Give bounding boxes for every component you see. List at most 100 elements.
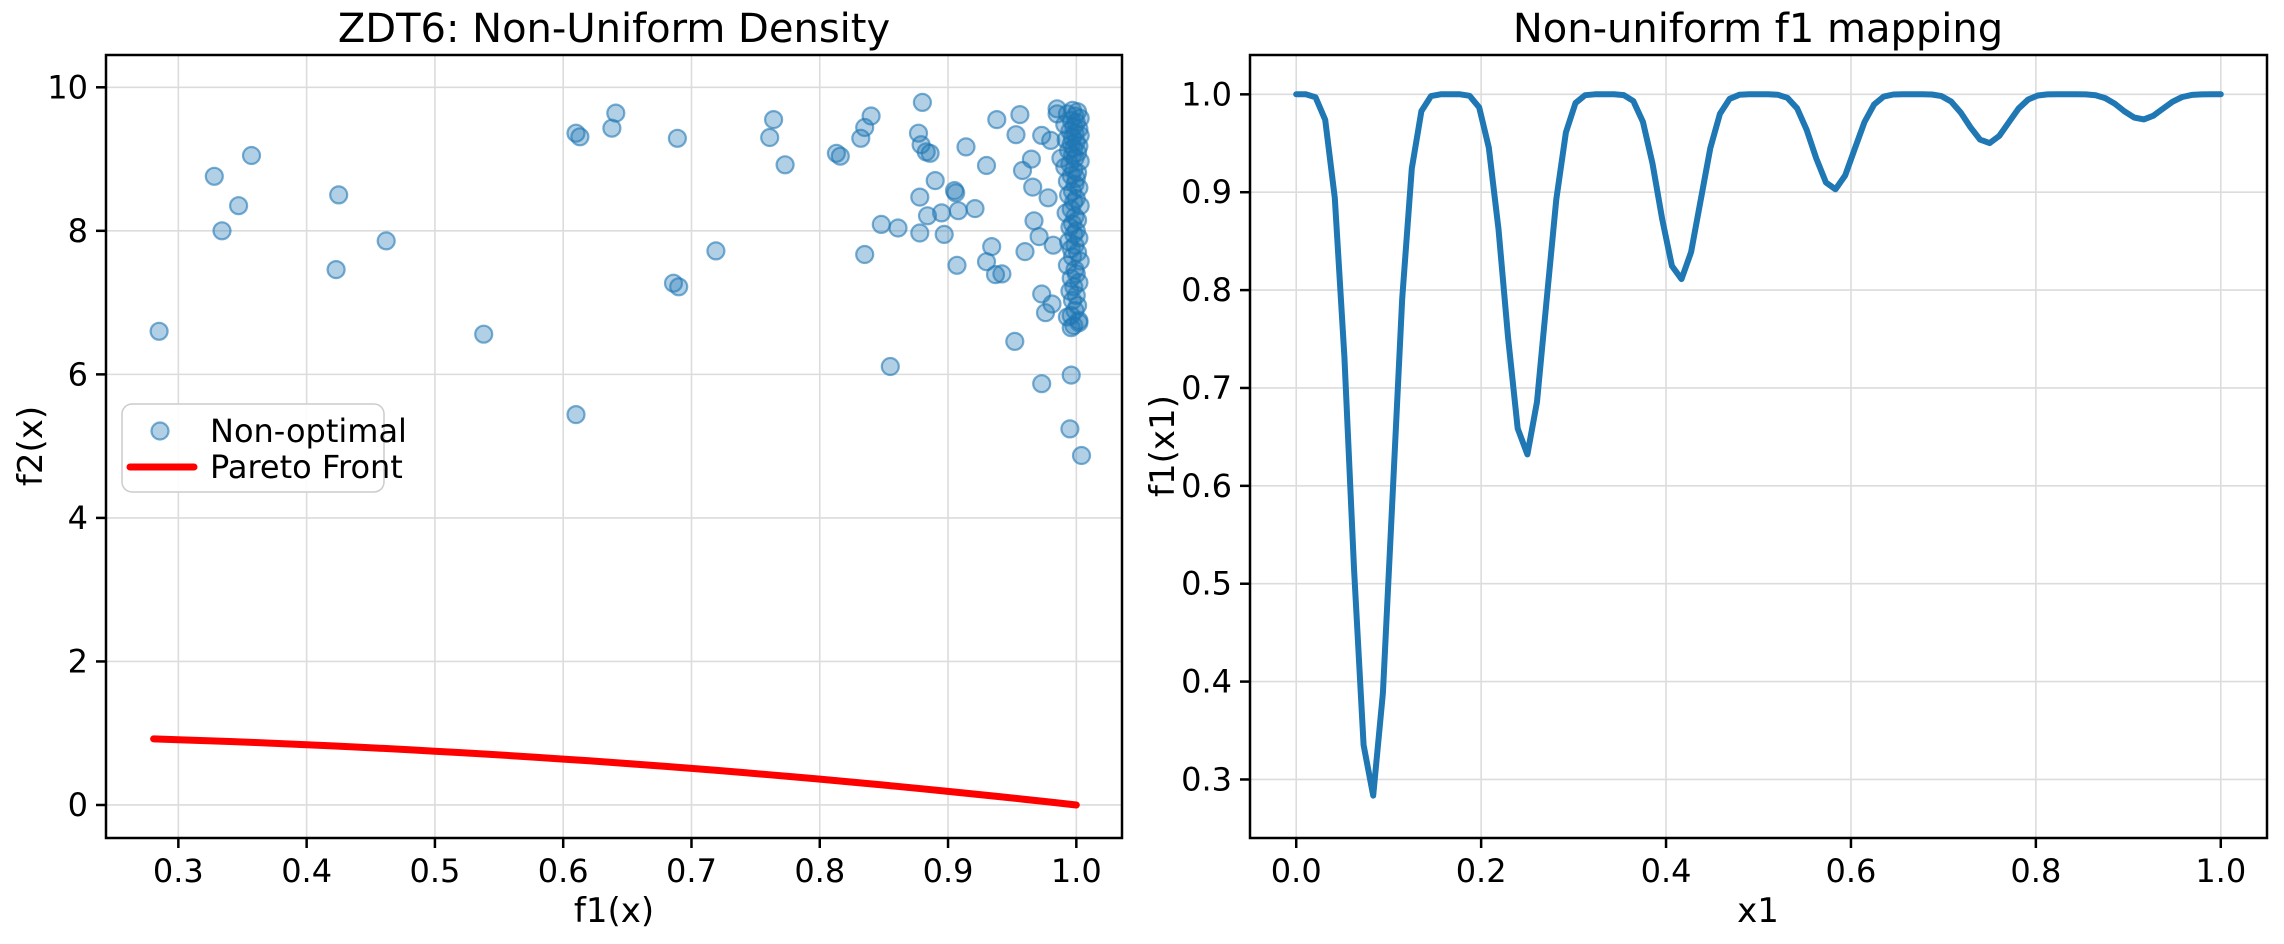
scatter-point <box>910 187 930 207</box>
scatter-point <box>982 237 1002 257</box>
x-tick-label: 0.4 <box>1641 852 1692 890</box>
y-tick-label: 1.0 <box>1181 75 1232 113</box>
scatter-point <box>888 218 908 238</box>
scatter-point <box>1005 331 1025 351</box>
scatter-point <box>212 221 232 241</box>
scatter-point <box>204 166 224 186</box>
scatter-point <box>965 199 985 219</box>
line-f1-mapping <box>1293 91 2224 799</box>
y-tick-label: 6 <box>68 355 88 393</box>
y-tick-label: 0.6 <box>1181 467 1232 505</box>
scatter-point <box>987 109 1007 130</box>
y-tick-label: 10 <box>47 68 88 106</box>
scatter-point <box>855 244 875 265</box>
left-chart: 0.3 0.4 0.5 0.6 0.7 0.8 0.9 1.0 0 2 4 6 8 10 Non-optim… <box>47 53 1124 890</box>
scatter-point <box>861 106 881 126</box>
left-chart-title: ZDT6: Non-Uniform Density <box>338 6 890 52</box>
x-tick-label: 0.6 <box>538 852 589 890</box>
y-tick-label: 8 <box>68 212 88 250</box>
scatter-point <box>570 127 590 147</box>
line-pareto-front <box>150 735 1080 809</box>
axes-spine <box>104 53 1124 840</box>
scatter-point <box>985 265 1006 285</box>
x-tick-label: 0.6 <box>1826 852 1877 890</box>
y-tick-label: 0.3 <box>1181 760 1232 798</box>
x-tick-label: 0.8 <box>794 852 845 890</box>
scatter-point <box>241 145 262 166</box>
scatter-point <box>149 321 169 341</box>
x-tick-label: 1.0 <box>1051 852 1102 890</box>
legend-marker-icon <box>150 421 170 441</box>
scatter-point <box>920 143 940 163</box>
left-chart-ylabel: f2(x) <box>11 406 51 486</box>
scatter-point <box>474 324 494 344</box>
right-chart-title: Non-uniform f1 mapping <box>1513 6 2003 52</box>
scatter-point <box>1042 294 1062 314</box>
scatter-point <box>1041 130 1061 150</box>
scatter-point <box>326 260 346 280</box>
scatter-point <box>1071 445 1092 466</box>
scatter-point <box>992 264 1012 284</box>
x-tick-label: 1.0 <box>2195 852 2246 890</box>
scatter-point <box>1032 374 1052 394</box>
x-tick-label: 0.5 <box>409 852 460 890</box>
x-tick-label: 0.2 <box>1456 852 1507 890</box>
axes-spine <box>1248 53 2269 840</box>
y-tick-label: 0.5 <box>1181 565 1232 603</box>
scatter-point <box>1024 211 1044 231</box>
y-tick-label: 0.7 <box>1181 369 1232 407</box>
scatter-point <box>1047 99 1067 119</box>
y-tick-label: 0.8 <box>1181 271 1232 309</box>
scatter-point <box>1060 419 1080 439</box>
right-chart-xlabel: x1 <box>1737 891 1779 931</box>
left-chart-xlabel: f1(x) <box>574 891 654 931</box>
scatter-point <box>706 241 726 261</box>
scatter-point <box>775 155 795 175</box>
x-tick-label: 0.7 <box>666 852 717 890</box>
x-tick-label: 0.8 <box>2010 852 2061 890</box>
y-tick-label: 2 <box>68 642 88 680</box>
scatter-point <box>1021 149 1042 169</box>
scatter-point <box>1006 125 1026 145</box>
x-tick-label: 0.9 <box>923 852 974 890</box>
scatter-point <box>1032 125 1052 145</box>
scatter-point <box>329 185 349 205</box>
scatter-point <box>956 137 976 157</box>
right-chart: 0.0 0.2 0.4 0.6 0.8 1.0 0.3 0.4 0.5 0.6 0.7 0.8 0.9 1… <box>1181 53 2269 890</box>
scatter-point <box>667 128 688 148</box>
x-tick-label: 0.4 <box>281 852 332 890</box>
scatter-series-non-optimal <box>149 92 1092 466</box>
scatter-point <box>669 277 689 297</box>
scatter-point <box>566 405 586 425</box>
scatter-point <box>229 196 249 216</box>
scatter-point <box>931 203 952 223</box>
scatter-point <box>948 201 968 221</box>
scatter-point <box>947 255 967 275</box>
scatter-point <box>1029 227 1049 247</box>
gridlines <box>1250 55 2267 838</box>
scatter-point <box>851 128 871 148</box>
y-tick-label: 0.9 <box>1181 173 1232 211</box>
scatter-point <box>946 183 966 203</box>
scatter-point <box>976 155 997 176</box>
scatter-point <box>376 231 396 251</box>
right-chart-ylabel: f1(x1) <box>1143 395 1183 497</box>
scatter-point <box>910 223 930 243</box>
scatter-point <box>871 214 891 234</box>
scatter-point <box>1043 235 1063 255</box>
scatter-point <box>763 109 784 130</box>
y-tick-label: 0 <box>68 786 88 824</box>
scatter-point <box>880 356 900 377</box>
legend-label: Pareto Front <box>210 448 403 486</box>
scatter-point <box>830 146 850 166</box>
scatter-point <box>1061 365 1081 385</box>
scatter-point <box>1010 104 1030 125</box>
scatter-point <box>1038 188 1058 208</box>
scatter-point <box>1015 242 1035 262</box>
scatter-point <box>760 127 780 148</box>
x-tick-label: 0.0 <box>1271 852 1322 890</box>
scatter-point <box>934 224 954 244</box>
